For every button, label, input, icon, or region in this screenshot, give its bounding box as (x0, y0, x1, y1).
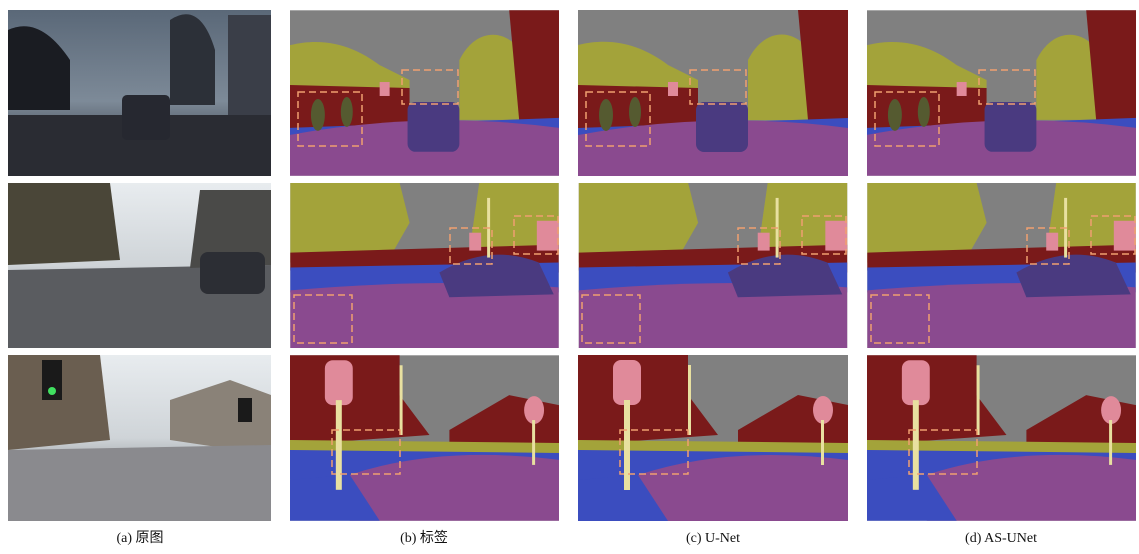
caption: (c) U-Net (686, 531, 740, 546)
figure: (a) 原图 (b) 标签 (c) U-Net (d) AS-UNet (0, 0, 1139, 554)
photo (8, 355, 271, 521)
caption: (b) 标签 (400, 529, 448, 546)
photo (8, 183, 271, 348)
photo (8, 10, 271, 176)
caption: (a) 原图 (116, 531, 163, 546)
segmentation (290, 10, 1136, 521)
caption: (d) AS-UNet (965, 531, 1037, 546)
